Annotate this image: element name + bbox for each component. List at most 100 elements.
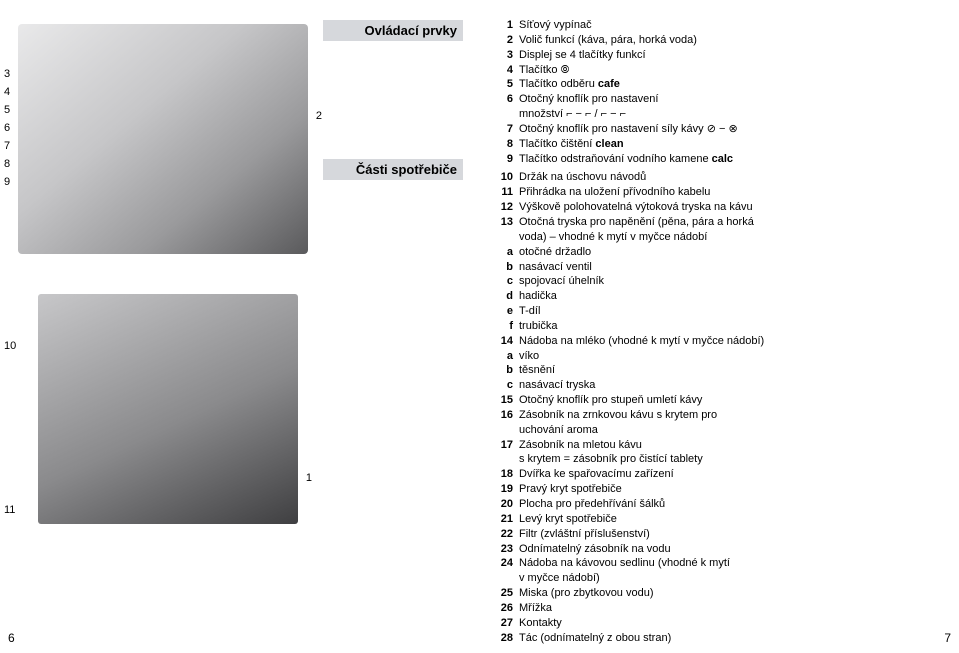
item-text: Tlačítko odstraňování vodního kamene cal… bbox=[519, 152, 939, 167]
img-label: 8 bbox=[4, 158, 10, 170]
list-item: 22Filtr (zvláštní příslušenství) bbox=[495, 527, 939, 542]
img-label: 3 bbox=[4, 68, 10, 80]
item-key: 18 bbox=[495, 467, 519, 482]
item-text: Tlačítko čištění clean bbox=[519, 137, 939, 152]
item-text: víko bbox=[519, 349, 939, 364]
list-item: 23Odnímatelný zásobník na vodu bbox=[495, 542, 939, 557]
item-key: e bbox=[495, 304, 519, 319]
list-item: 4Tlačítko ⦾ bbox=[495, 63, 939, 78]
list-item: 12Výškově polohovatelná výtoková tryska … bbox=[495, 200, 939, 215]
item-key: 28 bbox=[495, 631, 519, 646]
item-text: otočné držadlo bbox=[519, 245, 939, 260]
item-key: 25 bbox=[495, 586, 519, 601]
item-key: 3 bbox=[495, 48, 519, 63]
item-text: Otočný knoflík pro stupeň umletí kávy bbox=[519, 393, 939, 408]
item-text: Filtr (zvláštní příslušenství) bbox=[519, 527, 939, 542]
item-key: 15 bbox=[495, 393, 519, 408]
item-key: 2 bbox=[495, 33, 519, 48]
item-key: 7 bbox=[495, 122, 519, 137]
item-text: Volič funkcí (káva, pára, horká voda) bbox=[519, 33, 939, 48]
item-key: 26 bbox=[495, 601, 519, 616]
item-text: Zásobník na zrnkovou kávu s krytem prouc… bbox=[519, 408, 939, 438]
img-label: 7 bbox=[4, 140, 10, 152]
parts-list: 1Síťový vypínač2Volič funkcí (káva, pára… bbox=[495, 18, 939, 645]
list-item: 7Otočný knoflík pro nastavení síly kávy … bbox=[495, 122, 939, 137]
item-text-cont: množství ⌐ − ⌐ / ⌐ − ⌐ bbox=[519, 107, 939, 122]
img-label: 9 bbox=[4, 176, 10, 188]
item-key: 21 bbox=[495, 512, 519, 527]
heading-parts: Části spotřebiče bbox=[323, 159, 463, 180]
item-key: a bbox=[495, 349, 519, 364]
list-item: 19Pravý kryt spotřebiče bbox=[495, 482, 939, 497]
item-text: Výškově polohovatelná výtoková tryska na… bbox=[519, 200, 939, 215]
item-key: 13 bbox=[495, 215, 519, 230]
item-text: Displej se 4 tlačítky funkcí bbox=[519, 48, 939, 63]
item-text: nasávací tryska bbox=[519, 378, 939, 393]
image-area: 3 4 5 6 7 8 9 2 10 11 1 bbox=[18, 24, 318, 524]
img-label: 5 bbox=[4, 104, 10, 116]
list-item: dhadička bbox=[495, 289, 939, 304]
item-text: Odnímatelný zásobník na vodu bbox=[519, 542, 939, 557]
item-key: 27 bbox=[495, 616, 519, 631]
coffee-machine-front-image: 3 4 5 6 7 8 9 2 bbox=[18, 24, 308, 254]
list-item: 18Dvířka ke spařovacímu zařízení bbox=[495, 467, 939, 482]
item-text: Otočná tryska pro napěnění (pěna, pára a… bbox=[519, 215, 939, 245]
list-item: 17Zásobník na mletou kávus krytem = záso… bbox=[495, 438, 939, 468]
item-key: 17 bbox=[495, 438, 519, 453]
item-text: Tlačítko ⦾ bbox=[519, 63, 939, 78]
img-label: 1 bbox=[306, 472, 312, 484]
list-item: 2Volič funkcí (káva, pára, horká voda) bbox=[495, 33, 939, 48]
item-text: Tác (odnímatelný z obou stran) bbox=[519, 631, 939, 646]
item-text: Miska (pro zbytkovou vodu) bbox=[519, 586, 939, 601]
item-key: 4 bbox=[495, 63, 519, 78]
item-key: 9 bbox=[495, 152, 519, 167]
item-text: Přihrádka na uložení přívodního kabelu bbox=[519, 185, 939, 200]
item-text-cont: uchování aroma bbox=[519, 423, 939, 438]
item-key: 8 bbox=[495, 137, 519, 152]
right-column: 1Síťový vypínač2Volič funkcí (káva, pára… bbox=[475, 0, 959, 653]
list-item: 3Displej se 4 tlačítky funkcí bbox=[495, 48, 939, 63]
list-item: 9Tlačítko odstraňování vodního kamene ca… bbox=[495, 152, 939, 167]
list-item: 15Otočný knoflík pro stupeň umletí kávy bbox=[495, 393, 939, 408]
item-key: 11 bbox=[495, 185, 519, 200]
item-key: 20 bbox=[495, 497, 519, 512]
item-key: 12 bbox=[495, 200, 519, 215]
item-text: nasávací ventil bbox=[519, 260, 939, 275]
list-item: 24Nádoba na kávovou sedlinu (vhodné k my… bbox=[495, 556, 939, 586]
img-label: 6 bbox=[4, 122, 10, 134]
item-text: hadička bbox=[519, 289, 939, 304]
item-text: spojovací úhelník bbox=[519, 274, 939, 289]
item-text: Mřížka bbox=[519, 601, 939, 616]
item-text: trubička bbox=[519, 319, 939, 334]
item-key: 19 bbox=[495, 482, 519, 497]
item-text: Zásobník na mletou kávus krytem = zásobn… bbox=[519, 438, 939, 468]
item-text-cont: v myčce nádobí) bbox=[519, 571, 939, 586]
list-item: 25Miska (pro zbytkovou vodu) bbox=[495, 586, 939, 601]
list-item: aotočné držadlo bbox=[495, 245, 939, 260]
item-key: 16 bbox=[495, 408, 519, 423]
list-item: 21Levý kryt spotřebiče bbox=[495, 512, 939, 527]
item-key: 23 bbox=[495, 542, 519, 557]
list-item: 5Tlačítko odběru cafe bbox=[495, 77, 939, 92]
item-text: Síťový vypínač bbox=[519, 18, 939, 33]
list-item: avíko bbox=[495, 349, 939, 364]
item-text: Dvířka ke spařovacímu zařízení bbox=[519, 467, 939, 482]
list-item: 14Nádoba na mléko (vhodné k mytí v myčce… bbox=[495, 334, 939, 349]
img-label: 10 bbox=[4, 340, 16, 352]
page-number-left: 6 bbox=[8, 631, 15, 645]
list-item: cspojovací úhelník bbox=[495, 274, 939, 289]
item-key: 22 bbox=[495, 527, 519, 542]
img-label: 11 bbox=[4, 504, 15, 516]
item-key: c bbox=[495, 378, 519, 393]
item-key: b bbox=[495, 363, 519, 378]
left-column: Ovládací prvky Části spotřebiče 3 4 5 6 … bbox=[0, 0, 475, 653]
item-text: Otočný knoflík pro nastavení síly kávy ⊘… bbox=[519, 122, 939, 137]
item-key: 1 bbox=[495, 18, 519, 33]
list-item: 13Otočná tryska pro napěnění (pěna, pára… bbox=[495, 215, 939, 245]
item-key: 6 bbox=[495, 92, 519, 107]
item-key: d bbox=[495, 289, 519, 304]
item-text: Otočný knoflík pro nastavenímnožství ⌐ −… bbox=[519, 92, 939, 122]
list-item: 11Přihrádka na uložení přívodního kabelu bbox=[495, 185, 939, 200]
item-key: f bbox=[495, 319, 519, 334]
list-item: 20Plocha pro předehřívání šálků bbox=[495, 497, 939, 512]
